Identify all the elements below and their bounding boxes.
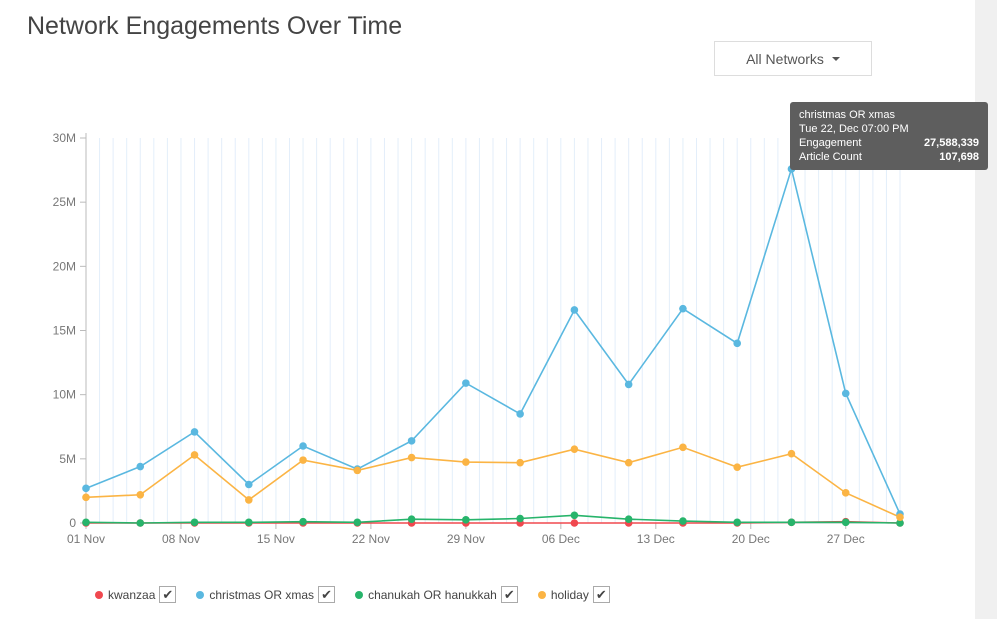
data-point	[624, 380, 633, 389]
legend-checkbox[interactable]: ✔	[592, 586, 610, 603]
data-point	[136, 490, 145, 499]
legend-checkbox[interactable]: ✔	[500, 586, 518, 603]
data-point	[570, 445, 579, 454]
data-point	[896, 519, 904, 527]
series-line	[85, 446, 901, 518]
data-point	[245, 496, 253, 504]
data-point	[570, 519, 579, 527]
legend-dot-icon	[95, 590, 103, 599]
data-point	[136, 519, 145, 527]
x-tick-label: 15 Nov	[257, 532, 295, 546]
x-tick-label: 06 Dec	[542, 532, 580, 546]
data-point	[82, 493, 90, 502]
legend-dot-icon	[355, 590, 364, 599]
data-point	[299, 456, 307, 464]
x-tick-label: 01 Nov	[67, 532, 105, 546]
data-point	[787, 518, 796, 527]
networks-dropdown[interactable]: All Networks	[714, 41, 872, 76]
legend-checkbox[interactable]: ✔	[159, 586, 177, 603]
data-point	[82, 518, 90, 527]
data-point	[190, 518, 199, 527]
data-point	[407, 515, 416, 523]
data-point	[679, 304, 687, 313]
y-tick-label: 10M	[53, 388, 76, 402]
data-point	[841, 389, 850, 398]
data-point	[82, 484, 90, 493]
x-tick-label: 27 Dec	[827, 532, 865, 546]
x-tick-label: 13 Dec	[637, 532, 675, 546]
data-point	[299, 517, 307, 526]
data-point	[516, 458, 524, 467]
x-tick-label: 29 Nov	[447, 532, 485, 546]
x-tick-label: 22 Nov	[352, 532, 390, 546]
data-point	[841, 518, 850, 527]
data-point	[841, 489, 850, 497]
data-point	[733, 463, 741, 471]
data-point	[407, 453, 416, 462]
data-point	[679, 443, 687, 452]
y-tick-label: 30M	[53, 131, 76, 145]
data-point	[407, 437, 416, 445]
check-icon: ✔	[595, 586, 607, 602]
legend-item[interactable]: christmas OR xmas ✔	[196, 586, 336, 603]
data-point	[462, 515, 470, 524]
data-point	[353, 466, 362, 475]
legend-label: chanukah OR hanukkah	[368, 587, 497, 602]
series-line	[85, 514, 901, 524]
tooltip-value: 27,588,339	[923, 137, 979, 149]
data-point	[733, 339, 741, 348]
legend-item[interactable]: holiday ✔	[537, 586, 610, 603]
x-tick-label: 08 Nov	[162, 532, 200, 546]
tooltip-series: christmas OR xmas	[799, 109, 895, 121]
tooltip: christmas OR xmas Tue 22, Dec 07:00 PM E…	[790, 102, 988, 170]
data-point	[190, 428, 199, 436]
legend-dot-icon	[537, 590, 546, 599]
legend-item[interactable]: chanukah OR hanukkah ✔	[355, 586, 518, 603]
y-tick-label: 0	[69, 516, 76, 530]
tooltip-label: Article Count	[799, 151, 862, 163]
data-point	[624, 515, 633, 523]
data-point	[733, 518, 741, 527]
legend-checkbox[interactable]: ✔	[318, 586, 336, 603]
data-point	[787, 449, 796, 458]
dropdown-label: All Networks	[746, 50, 824, 67]
legend-dot-icon	[196, 590, 205, 599]
check-icon: ✔	[162, 586, 174, 602]
y-tick-label: 15M	[53, 324, 76, 338]
x-tick-label: 20 Dec	[732, 532, 770, 546]
legend-label: christmas OR xmas	[209, 587, 315, 602]
data-point	[679, 517, 687, 525]
check-icon: ✔	[503, 586, 515, 602]
tooltip-value: 107,698	[939, 151, 979, 163]
tooltip-label: Engagement	[799, 137, 862, 149]
data-point	[516, 514, 524, 523]
check-icon: ✔	[321, 586, 333, 602]
data-point	[190, 451, 199, 459]
data-point	[462, 379, 470, 387]
data-point	[570, 511, 579, 520]
y-tick-label: 5M	[59, 452, 76, 466]
legend-item[interactable]: kwanzaa ✔	[95, 586, 177, 603]
y-tick-label: 25M	[53, 195, 76, 209]
series-line	[85, 165, 901, 515]
data-point	[896, 513, 904, 522]
y-tick-label: 20M	[53, 259, 76, 273]
data-point	[516, 410, 524, 418]
data-point	[245, 480, 253, 489]
legend: kwanzaa ✔ christmas OR xmas ✔ chanukah OR ha…	[95, 586, 630, 603]
page-title: Network Engagements Over Time	[27, 12, 403, 40]
data-point	[462, 458, 470, 466]
data-point	[570, 306, 579, 314]
caret-down-icon	[831, 56, 840, 61]
data-point	[624, 458, 633, 467]
data-point	[353, 518, 362, 527]
line-chart: 0 5M 10M 15M 20M 25M 30M 01 Nov 08 Nov 15 Nov 22 N…	[53, 131, 904, 546]
data-point	[245, 518, 253, 527]
legend-label: holiday	[550, 587, 589, 602]
data-point	[299, 442, 307, 450]
scrollbar-track[interactable]	[975, 0, 997, 619]
legend-label: kwanzaa	[108, 587, 156, 602]
data-point	[136, 462, 145, 471]
tooltip-date: Tue 22, Dec 07:00 PM	[799, 123, 909, 135]
